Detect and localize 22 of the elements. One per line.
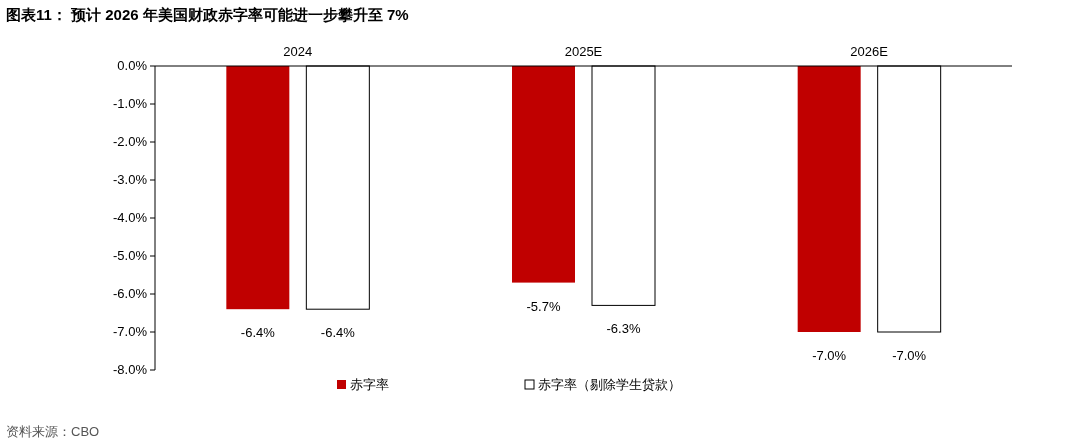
x-tick-label: 2025E xyxy=(564,44,603,59)
legend-label: 赤字率（剔除学生贷款） xyxy=(538,377,681,392)
y-tick-label: 0.0% xyxy=(117,58,148,73)
chart-title: 图表11： 预计 2026 年美国财政赤字率可能进一步攀升至 7% xyxy=(6,6,409,23)
y-tick-label: -6.0% xyxy=(113,286,148,301)
data-label: -7.0% xyxy=(812,348,847,363)
x-tick-label: 2024 xyxy=(283,44,313,59)
x-tick-label: 2026E xyxy=(850,44,889,59)
y-tick-label: -7.0% xyxy=(113,324,148,339)
y-tick-label: -3.0% xyxy=(113,172,148,187)
y-tick-label: -5.0% xyxy=(113,248,148,263)
data-label: -7.0% xyxy=(892,348,927,363)
y-tick-label: -1.0% xyxy=(113,96,148,111)
data-label: -5.7% xyxy=(526,298,561,314)
data-label: -6.3% xyxy=(606,321,641,337)
y-tick-label: -4.0% xyxy=(113,210,148,225)
text: 资料来源：CBO xyxy=(6,424,100,439)
y-tick-label: -2.0% xyxy=(113,134,148,149)
data-label: -6.4% xyxy=(240,325,276,341)
y-tick-label: -8.0% xyxy=(113,362,148,377)
data-label: -6.4% xyxy=(320,325,356,341)
legend-label: 赤字率 xyxy=(350,377,389,392)
